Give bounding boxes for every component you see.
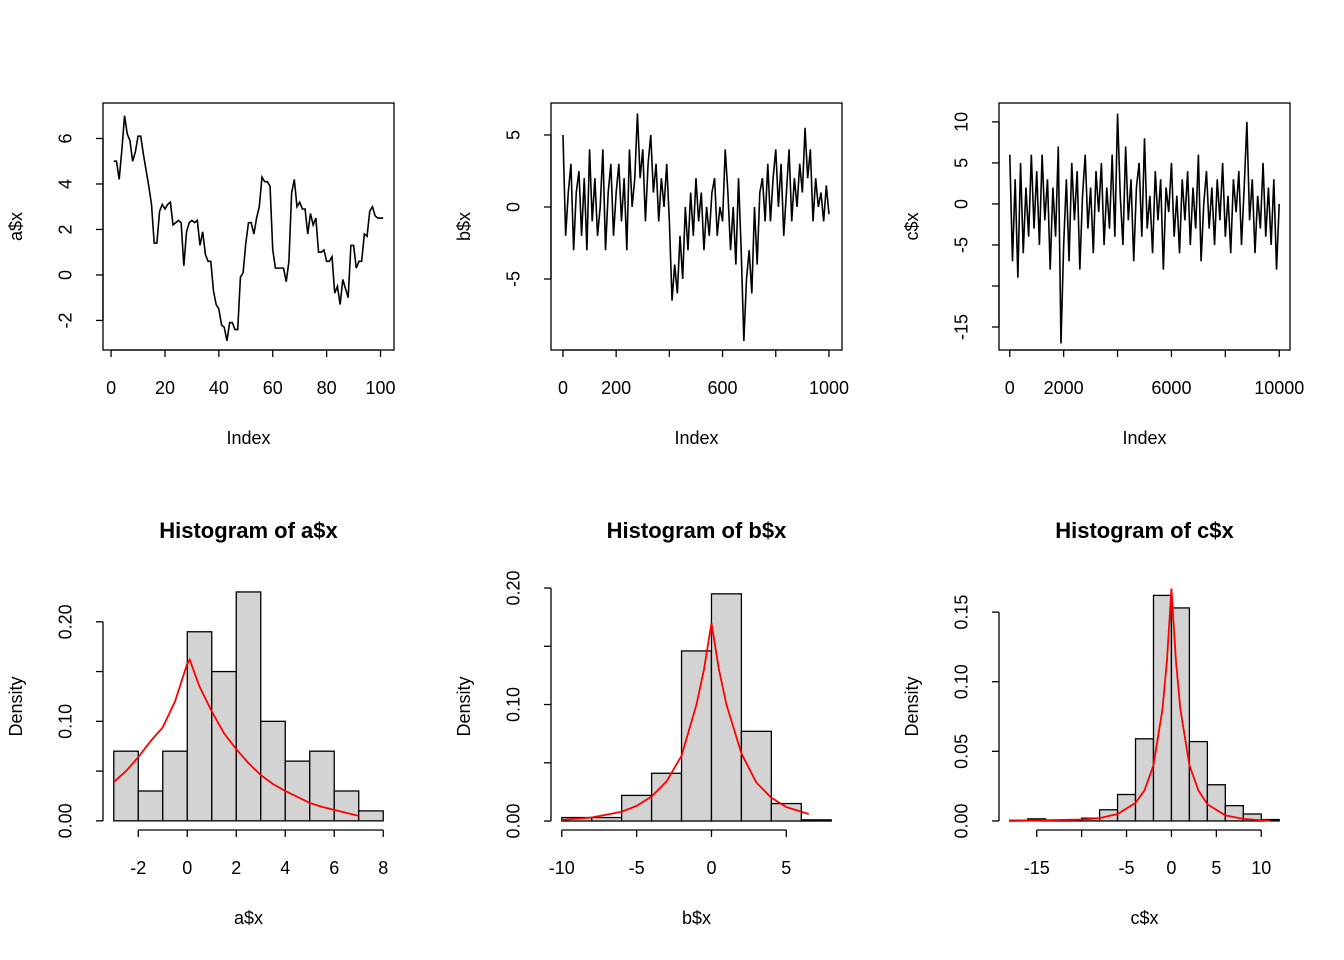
chart-title: Histogram of a$x xyxy=(159,518,338,543)
y-tick-label: 0 xyxy=(56,270,76,280)
data-line xyxy=(1008,113,1281,344)
histogram-bar xyxy=(235,591,262,822)
histogram-bar xyxy=(137,790,164,822)
x-tick-label: 2000 xyxy=(1044,378,1084,398)
y-tick-label: 0 xyxy=(952,199,972,209)
x-tick-label: 6000 xyxy=(1151,378,1191,398)
histogram-bar xyxy=(260,720,286,822)
x-tick-label: 0 xyxy=(706,858,716,878)
y-tick-label: 4 xyxy=(56,179,76,189)
x-tick-label: 20 xyxy=(155,378,175,398)
x-tick-label: 10000 xyxy=(1254,378,1304,398)
x-tick-label: 5 xyxy=(1211,858,1221,878)
y-tick-label: 0.00 xyxy=(56,803,76,838)
histogram-bar xyxy=(309,750,335,822)
chart-title: Histogram of b$x xyxy=(607,518,787,543)
histogram-bar xyxy=(1242,813,1262,822)
y-axis-label: a$x xyxy=(6,212,26,241)
histogram-bar xyxy=(333,790,360,822)
histogram-bar xyxy=(358,810,384,822)
x-tick-label: -5 xyxy=(1119,858,1135,878)
x-tick-label: 6 xyxy=(329,858,339,878)
y-axis-label: Density xyxy=(6,676,26,736)
histogram-bar xyxy=(211,670,237,822)
histogram-bar xyxy=(800,819,832,822)
y-tick-label: 0.10 xyxy=(952,664,972,699)
x-axis-label: Index xyxy=(674,428,718,448)
x-tick-label: 2 xyxy=(231,858,241,878)
y-tick-label: 0.15 xyxy=(952,595,972,630)
y-tick-label: 0.05 xyxy=(952,734,972,769)
density-curve xyxy=(561,622,810,821)
density-curve xyxy=(113,657,359,817)
plot-box xyxy=(550,102,843,351)
x-axis-label: Index xyxy=(1122,428,1166,448)
y-tick-label: 5 xyxy=(952,158,972,168)
data-line xyxy=(113,115,384,342)
x-tick-label: 10 xyxy=(1251,858,1271,878)
y-tick-label: 10 xyxy=(952,112,972,132)
y-tick-label: -2 xyxy=(56,312,76,328)
x-axis-label: b$x xyxy=(682,908,711,928)
x-tick-label: 1000 xyxy=(809,378,849,398)
x-tick-label: -10 xyxy=(549,858,575,878)
y-tick-label: 0.00 xyxy=(504,804,524,839)
x-tick-label: 0 xyxy=(106,378,116,398)
y-axis-label: Density xyxy=(454,676,474,736)
plot-box xyxy=(998,102,1291,351)
y-tick-label: 0.20 xyxy=(504,570,524,605)
y-tick-label: 0.00 xyxy=(952,803,972,838)
histogram-bar xyxy=(1134,738,1155,822)
x-tick-label: 5 xyxy=(781,858,791,878)
x-tick-label: 4 xyxy=(280,858,290,878)
x-tick-label: -5 xyxy=(629,858,645,878)
x-axis-label: Index xyxy=(226,428,270,448)
x-tick-label: 8 xyxy=(378,858,388,878)
y-tick-label: 5 xyxy=(504,130,524,140)
y-tick-label: -15 xyxy=(952,314,972,340)
x-tick-label: -2 xyxy=(130,858,146,878)
histogram-bar xyxy=(284,760,311,822)
y-axis-label: b$x xyxy=(454,212,474,241)
y-tick-label: 0.10 xyxy=(56,704,76,739)
x-tick-label: 40 xyxy=(209,378,229,398)
y-tick-label: 0 xyxy=(504,202,524,212)
x-tick-label: 0 xyxy=(1005,378,1015,398)
y-tick-label: 6 xyxy=(56,133,76,143)
histogram-bar xyxy=(1206,784,1226,822)
histogram-bar xyxy=(1188,740,1209,822)
x-tick-label: 0 xyxy=(1166,858,1176,878)
x-tick-label: 200 xyxy=(601,378,631,398)
data-line xyxy=(562,113,830,341)
histogram-bar xyxy=(680,650,713,822)
histogram-bar xyxy=(186,631,213,822)
y-tick-label: -5 xyxy=(504,271,524,287)
x-tick-label: 60 xyxy=(263,378,283,398)
histogram-bar xyxy=(162,750,188,822)
y-axis-label: c$x xyxy=(902,212,922,240)
histogram-bar xyxy=(740,730,772,822)
density-curve xyxy=(1009,588,1271,822)
y-tick-label: 0.10 xyxy=(504,687,524,722)
y-tick-label: 0.20 xyxy=(56,604,76,639)
plot-box xyxy=(102,102,395,351)
x-tick-label: 600 xyxy=(708,378,738,398)
x-tick-label: 0 xyxy=(182,858,192,878)
x-tick-label: 0 xyxy=(558,378,568,398)
y-tick-label: 2 xyxy=(56,224,76,234)
y-axis-label: Density xyxy=(902,676,922,736)
histogram-bar xyxy=(591,816,623,822)
y-tick-label: -5 xyxy=(952,237,972,253)
x-tick-label: -15 xyxy=(1024,858,1050,878)
x-tick-label: 100 xyxy=(366,378,396,398)
chart-title: Histogram of c$x xyxy=(1055,518,1234,543)
x-tick-label: 80 xyxy=(317,378,337,398)
x-axis-label: a$x xyxy=(234,908,263,928)
x-axis-label: c$x xyxy=(1130,908,1158,928)
